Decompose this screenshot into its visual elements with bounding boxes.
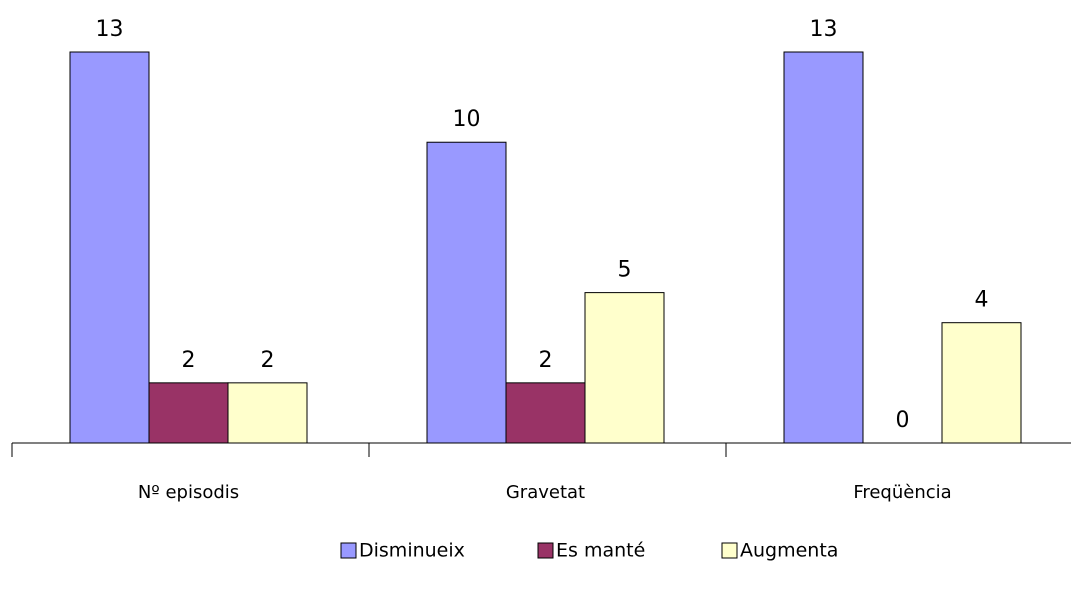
value-label: 2 [539,348,553,373]
value-label: 5 [618,258,632,283]
x-tick-label: Nº episodis [138,482,239,503]
bar [426,141,507,444]
value-label: 2 [182,348,196,373]
legend-label: Augmenta [740,540,838,562]
legend-swatch [340,542,357,559]
legend-label: Es manté [556,540,645,562]
value-label: 10 [453,107,481,132]
bar [227,382,308,444]
value-label: 4 [975,288,989,313]
legend-swatch [721,542,738,559]
x-tick-label: Gravetat [506,482,585,503]
legend-label: Disminueix [359,540,465,562]
value-label: 0 [896,408,910,433]
bar [148,382,229,444]
legend-swatch [537,542,554,559]
value-label: 13 [810,17,838,42]
value-label: 13 [96,17,124,42]
bar [69,51,150,444]
value-label: 2 [261,348,275,373]
bar [584,292,665,444]
bar [505,382,586,444]
bar [783,51,864,444]
x-tick-label: Freqüència [853,482,951,503]
bar [941,322,1022,444]
